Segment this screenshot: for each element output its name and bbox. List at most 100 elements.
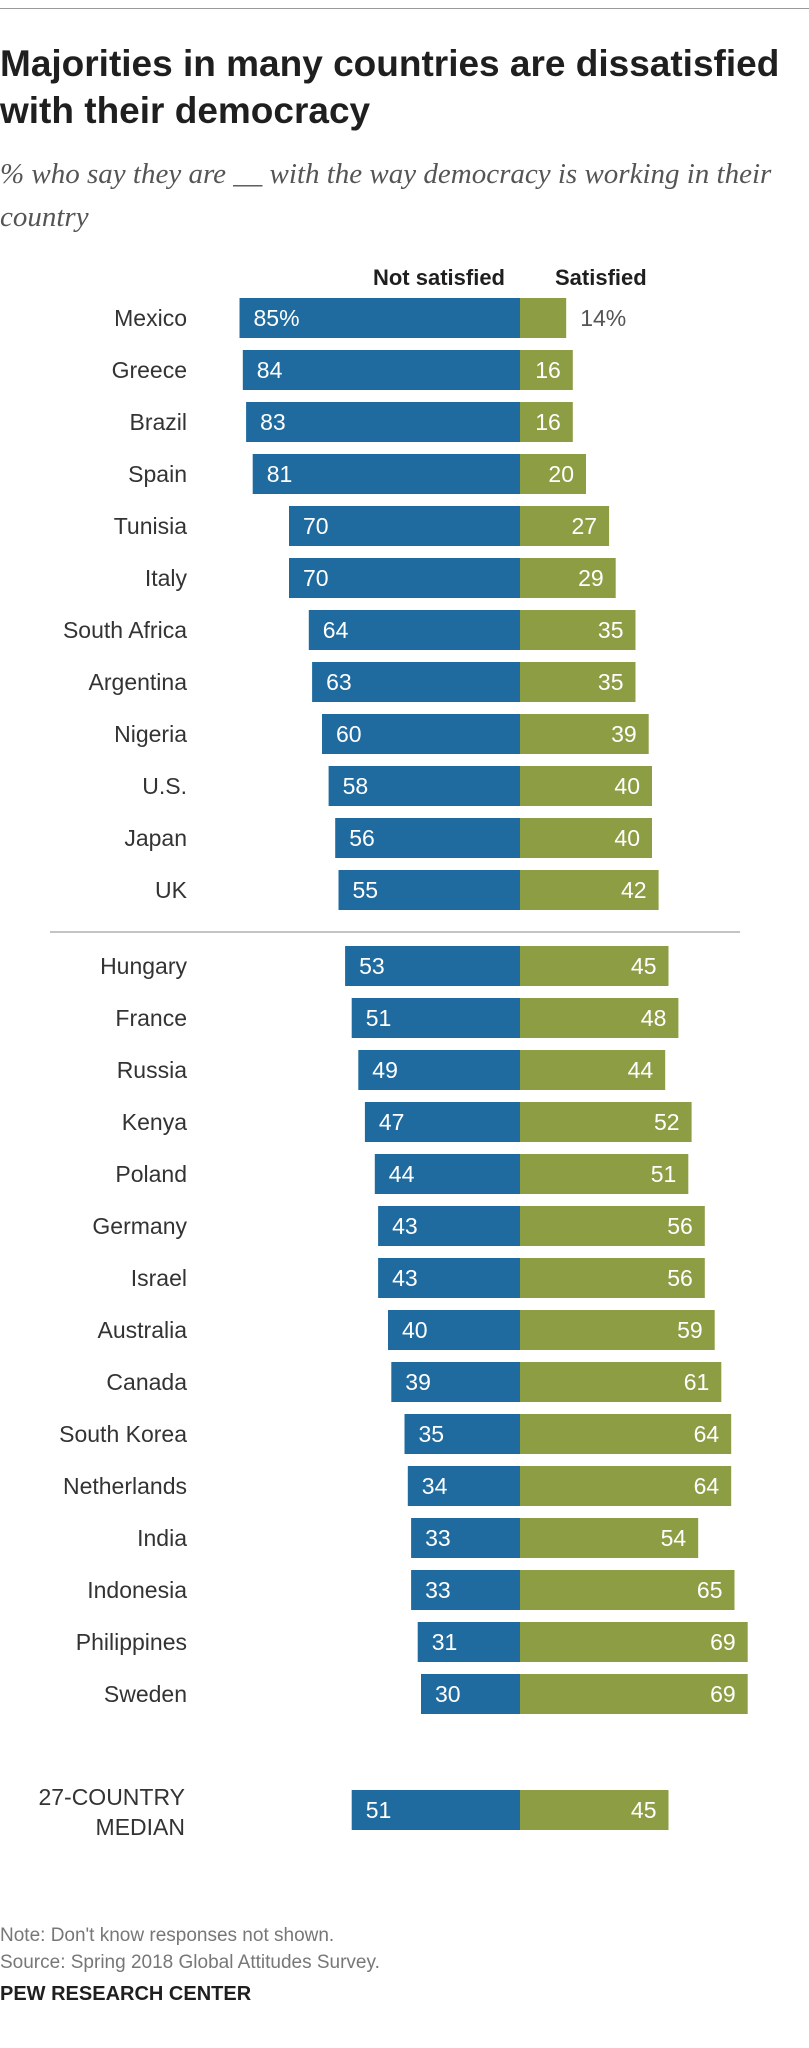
value-label-satisfied: 59: [677, 1317, 703, 1343]
value-label-satisfied: 35: [598, 669, 624, 695]
bar-not-satisfied: [364, 1102, 520, 1142]
bar-satisfied: [520, 1258, 705, 1298]
bar-not-satisfied: [378, 1206, 520, 1246]
value-label-satisfied: 40: [614, 773, 640, 799]
country-label: Canada: [106, 1369, 187, 1395]
country-label: Russia: [117, 1057, 188, 1083]
value-label-satisfied: 42: [621, 877, 647, 903]
country-label: Philippines: [76, 1629, 187, 1655]
value-label-not-satisfied: 63: [326, 669, 352, 695]
bar-not-satisfied: [328, 766, 520, 806]
value-label-not-satisfied: 83: [260, 409, 286, 435]
value-label-not-satisfied: 34: [422, 1473, 448, 1499]
country-label: Indonesia: [87, 1577, 187, 1603]
median-value-not-satisfied: 51: [366, 1797, 392, 1823]
value-label-not-satisfied: 49: [372, 1057, 398, 1083]
country-label: Israel: [131, 1265, 187, 1291]
value-label-satisfied: 69: [710, 1681, 736, 1707]
bar-not-satisfied: [407, 1466, 520, 1506]
bar-satisfied: [520, 1102, 692, 1142]
bar-not-satisfied: [391, 1362, 520, 1402]
bar-not-satisfied: [345, 946, 520, 986]
bar-not-satisfied: [289, 558, 520, 598]
country-label: Kenya: [122, 1109, 187, 1135]
value-label-satisfied: 27: [572, 513, 598, 539]
bar-satisfied: [520, 454, 586, 494]
bar-satisfied: [520, 818, 652, 858]
country-label: U.S.: [142, 773, 187, 799]
value-label-not-satisfied: 70: [303, 565, 329, 591]
legend-satisfied: Satisfied: [555, 265, 647, 290]
country-label: Australia: [98, 1317, 188, 1343]
median-bar-not-satisfied: [351, 1790, 520, 1830]
value-label-not-satisfied: 43: [392, 1213, 418, 1239]
bar-not-satisfied: [308, 610, 520, 650]
country-label: Nigeria: [114, 721, 187, 747]
diverging-bar-chart: Not satisfied Satisfied Mexico 85% 14% Greece…: [38, 265, 748, 1840]
median-value-satisfied: 45: [631, 1797, 657, 1823]
bar-not-satisfied: [312, 662, 520, 702]
bar-not-satisfied: [378, 1258, 520, 1298]
bar-satisfied: [520, 1466, 732, 1506]
country-label: UK: [155, 877, 188, 903]
value-label-not-satisfied: 84: [257, 357, 283, 383]
country-label: France: [115, 1005, 187, 1031]
country-label: Mexico: [114, 305, 187, 331]
value-label-satisfied: 14%: [580, 305, 626, 331]
value-label-satisfied: 39: [611, 721, 637, 747]
bar-satisfied: [520, 998, 679, 1038]
median-bar-satisfied: [520, 1790, 669, 1830]
bar-satisfied: [520, 1050, 666, 1090]
country-label: India: [137, 1525, 187, 1551]
value-label-not-satisfied: 33: [425, 1577, 451, 1603]
bar-not-satisfied: [322, 714, 520, 754]
value-label-satisfied: 56: [667, 1265, 693, 1291]
country-label: Japan: [124, 825, 187, 851]
value-label-not-satisfied: 44: [389, 1161, 415, 1187]
value-label-satisfied: 16: [535, 409, 561, 435]
bar-satisfied: [520, 946, 669, 986]
bar-not-satisfied: [404, 1414, 520, 1454]
note-text: Note: Don't know responses not shown.: [0, 1925, 335, 1946]
value-label-not-satisfied: 85%: [254, 305, 300, 331]
value-label-satisfied: 51: [651, 1161, 677, 1187]
bar-not-satisfied: [246, 402, 520, 442]
value-label-not-satisfied: 53: [359, 953, 385, 979]
bar-not-satisfied: [374, 1154, 520, 1194]
bar-satisfied: [520, 610, 636, 650]
bar-not-satisfied: [421, 1674, 520, 1714]
value-label-not-satisfied: 56: [349, 825, 375, 851]
bar-satisfied: [520, 1414, 732, 1454]
source-text: Source: Spring 2018 Global Attitudes Sur…: [0, 1952, 380, 1973]
country-label: Netherlands: [63, 1473, 187, 1499]
value-label-satisfied: 65: [697, 1577, 723, 1603]
value-label-satisfied: 48: [641, 1005, 667, 1031]
bar-satisfied: [520, 1362, 722, 1402]
value-label-not-satisfied: 43: [392, 1265, 418, 1291]
value-label-satisfied: 69: [710, 1629, 736, 1655]
bar-not-satisfied: [351, 998, 520, 1038]
bar-satisfied: [520, 870, 659, 910]
country-label: Poland: [115, 1161, 187, 1187]
bar-not-satisfied: [338, 870, 520, 910]
bar-not-satisfied: [411, 1570, 520, 1610]
bar-not-satisfied: [239, 298, 520, 338]
bar-satisfied: [520, 1622, 748, 1662]
bar-satisfied: [520, 714, 649, 754]
country-label: Argentina: [89, 669, 188, 695]
value-label-satisfied: 45: [631, 953, 657, 979]
bar-not-satisfied: [335, 818, 520, 858]
country-label: Greece: [112, 357, 187, 383]
bar-satisfied: [520, 1206, 705, 1246]
value-label-satisfied: 16: [535, 357, 561, 383]
value-label-not-satisfied: 47: [379, 1109, 405, 1135]
value-label-not-satisfied: 60: [336, 721, 362, 747]
value-label-not-satisfied: 81: [267, 461, 293, 487]
country-label: Italy: [145, 565, 188, 591]
bar-satisfied: [520, 1570, 735, 1610]
value-label-not-satisfied: 70: [303, 513, 329, 539]
bar-not-satisfied: [417, 1622, 520, 1662]
country-label: South Korea: [59, 1421, 187, 1447]
value-label-satisfied: 64: [694, 1473, 720, 1499]
bar-not-satisfied: [242, 350, 521, 390]
